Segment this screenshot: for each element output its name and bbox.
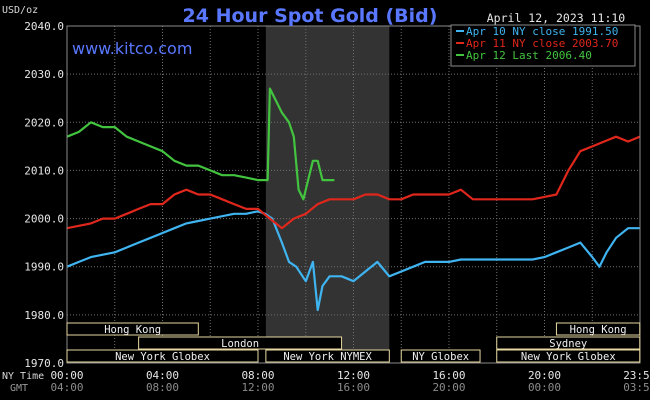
y-axis-ticks: 2040.0 2030.0 2020.0 2010.0 2000.0 1990.0 1980… [24,20,64,370]
y-tick-label: 2030.0 [24,68,64,81]
session-label: New York Globex [115,351,210,363]
x-tick-label-gmt: 08:00 [146,381,179,394]
x-tick-label-ny: 08:00 [241,369,274,382]
website-label: www.kitco.com [72,39,192,58]
session-bar [66,322,199,336]
series-line [66,135,641,230]
legend-entry: Apr 11 NY close 2003.70 [466,37,618,50]
legend-entry: Apr 12 Last 2006.40 [466,49,592,62]
y-tick-label: 2010.0 [24,164,64,177]
series-line [66,87,335,201]
chart-title: 24 Hour Spot Gold (Bid) [183,5,438,27]
y-tick-label: 1980.0 [24,309,64,322]
session-label: Sydney [549,338,587,350]
session-bar [400,349,481,363]
session-bar [66,349,259,363]
y-tick-label: 2040.0 [24,20,64,33]
x-tick-label-gmt: 16:00 [337,381,370,394]
x-axis-ticks: 00:0004:0008:0012:0016:0020:0023:5904:00… [50,369,650,394]
y-tick-label: 1970.0 [24,357,64,370]
x-tick-label-gmt: 20:00 [432,381,465,394]
x-tick-label-gmt: 00:00 [528,381,561,394]
date-label: April 12, 2023 11:10 [487,11,626,25]
x-tick-label-gmt: 03:59 [623,381,650,394]
session-label: Hong Kong [104,324,161,336]
x-tick-label-ny: 00:00 [50,369,83,382]
series-line [66,210,640,312]
x-tick-label-gmt: 12:00 [241,381,274,394]
session-label: London [221,338,259,350]
series-lines [66,87,641,312]
x-tick-label-ny: 04:00 [146,369,179,382]
session-bar [265,349,390,363]
session-label: New York NYMEX [283,351,372,363]
x-tick-label-ny: 23:59 [623,369,650,382]
session-bar [555,322,641,336]
session-label: Hong Kong [570,324,627,336]
trading-sessions: Hong Kong London New York Globex New York N… [66,322,641,363]
y-tick-label: 1990.0 [24,261,64,274]
x-tick-label-ny: 12:00 [337,369,370,382]
x-tick-label-ny: 16:00 [432,369,465,382]
session-label: New York Globex [521,351,616,363]
legend-box [450,24,636,67]
session-bar [496,336,641,350]
x-tick-label-gmt: 04:00 [50,381,83,394]
session-bar [496,349,641,363]
y-tick-label: 2000.0 [24,213,64,226]
row-label-ny-time: NY Time [2,371,44,382]
session-bar [138,336,343,350]
y-tick-label: 2020.0 [24,116,64,129]
legend-entry: Apr 10 NY close 1991.50 [466,25,618,38]
row-label-gmt: GMT [10,383,28,394]
x-tick-label-ny: 20:00 [528,369,561,382]
plot-frame [66,25,641,364]
y-axis-label: USD/oz [2,5,38,16]
session-label: NY Globex [412,351,469,363]
